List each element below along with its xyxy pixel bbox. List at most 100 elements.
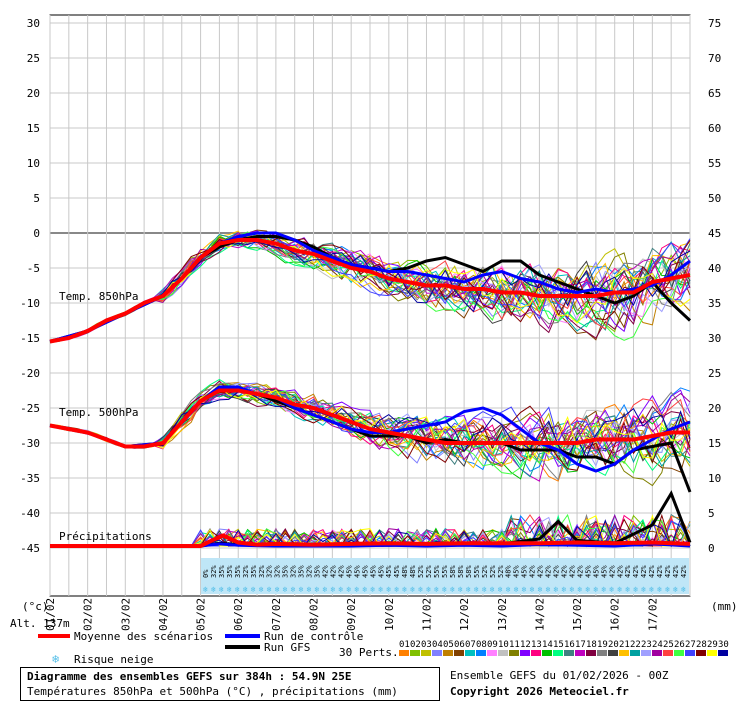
snowflake-icon: ❄ — [418, 585, 423, 594]
member-number: 01 — [399, 640, 410, 650]
snow-risk-percent: 45% — [513, 565, 521, 578]
member-swatch — [663, 650, 673, 656]
snowflake-icon: ❄ — [569, 585, 574, 594]
y-left-tick-label: -10 — [20, 297, 40, 310]
snow-risk-percent: 35% — [298, 565, 306, 578]
snow-risk-percent: 45% — [584, 565, 592, 578]
y-left-tick-label: -15 — [20, 332, 40, 345]
y-right-tick-label: 65 — [708, 87, 721, 100]
member-swatch — [630, 650, 640, 656]
snow-risk-percent: 58% — [465, 565, 473, 578]
snowflake-icon: ❄ — [482, 585, 487, 594]
snow-risk-percent: 42% — [680, 565, 688, 578]
snow-risk-percent: 32% — [290, 565, 298, 578]
x-tick-label: 15/02 — [571, 598, 584, 631]
snowflake-icon: ❄ — [514, 585, 519, 594]
member-swatch — [421, 650, 431, 656]
member-swatch — [586, 650, 596, 656]
snow-risk-percent: 58% — [457, 565, 465, 578]
x-tick-label: 13/02 — [496, 598, 509, 631]
snow-risk-percent: 32% — [242, 565, 250, 578]
snowflake-icon: ❄ — [410, 585, 415, 594]
snowflake-icon: ❄ — [530, 585, 535, 594]
y-right-tick-label: 20 — [708, 402, 721, 415]
snowflake-icon: ❄ — [506, 585, 511, 594]
member-number: 03 — [421, 640, 432, 650]
member-swatch — [509, 650, 519, 656]
y-left-tick-label: -20 — [20, 367, 40, 380]
member-number: 06 — [454, 640, 465, 650]
member-number: 07 — [465, 640, 476, 650]
x-tick-label: 16/02 — [609, 598, 622, 631]
snowflake-icon: ❄ — [259, 585, 264, 594]
snowflake-icon: ❄ — [577, 585, 582, 594]
snowflake-icon: ❄ — [370, 585, 375, 594]
snow-risk-percent: 45% — [393, 565, 401, 578]
y-right-tick-label: 70 — [708, 52, 721, 65]
member-swatch — [476, 650, 486, 656]
x-axis-ticks: 01/02 02/02 03/02 04/02 05/02 06/02 07/02 08/02… — [44, 598, 659, 631]
snowflake-icon: ❄ — [562, 585, 567, 594]
snowflake-icon: ❄ — [673, 585, 678, 594]
member-swatch — [432, 650, 442, 656]
y-right-tick-label: 5 — [708, 507, 715, 520]
snow-risk-percent: 42% — [624, 565, 632, 578]
member-number: 12 — [520, 640, 531, 650]
member-number: 23 — [641, 640, 652, 650]
y-left-tick-label: 30 — [27, 17, 40, 30]
y-right-tick-label: 0 — [708, 542, 715, 555]
snowflake-icon: ❄ — [235, 585, 240, 594]
snow-risk-percent: 48% — [409, 565, 417, 578]
member-number: 14 — [542, 640, 553, 650]
y-right-tick-label: 15 — [708, 437, 721, 450]
snowflake-icon: ❄ — [633, 585, 638, 594]
snow-risk-percent: 48% — [505, 565, 513, 578]
snowflake-icon: ❄ — [243, 585, 248, 594]
legend: Moyenne des scénarios Run de contrôle Ru… — [38, 630, 729, 666]
member-line-t850 — [49, 232, 691, 342]
snowflake-icon: ❄ — [378, 585, 383, 594]
snowflake-icon: ❄ — [554, 585, 559, 594]
snowflake-icon: ❄ — [617, 585, 622, 594]
snow-risk-percent: 52% — [425, 565, 433, 578]
x-tick-label: 02/02 — [82, 598, 95, 631]
altitude-label: Alt. 137m — [10, 617, 70, 630]
snowflake-icon: ❄ — [681, 585, 686, 594]
y-left-tick-label: 20 — [27, 87, 40, 100]
footer-copyright: Copyright 2026 Meteociel.fr — [450, 685, 629, 698]
member-number: 09 — [487, 640, 498, 650]
precip-label: Précipitations — [59, 530, 152, 543]
member-number: 25 — [663, 640, 674, 650]
mean-line-precip — [50, 533, 691, 548]
y-right-tick-label: 35 — [708, 297, 721, 310]
member-swatch — [608, 650, 618, 656]
y-right-tick-label: 40 — [708, 262, 721, 275]
snowflake-icon: ❄ — [386, 585, 391, 594]
member-number: 29 — [707, 640, 718, 650]
member-legend: 01 02 03 04 05 06 07 08 09 10 11 12 13 14 15 16 17 18 19 20… — [399, 640, 729, 656]
snowflake-icon: ❄ — [315, 585, 320, 594]
member-swatch — [542, 650, 552, 656]
snow-risk-percent: 42% — [616, 565, 624, 578]
member-number: 18 — [586, 640, 597, 650]
snowflake-icon: ❄ — [211, 585, 216, 594]
snow-risk-percent: 42% — [545, 565, 553, 578]
snowflake-icon: ❄ — [466, 585, 471, 594]
snowflake-icon: ❄ — [426, 585, 431, 594]
y-left-tick-label: 25 — [27, 52, 40, 65]
member-swatch — [454, 650, 464, 656]
snow-risk-percent: 42% — [648, 565, 656, 578]
snow-risk-percent: 42% — [608, 565, 616, 578]
y-left-unit: (°c) — [22, 600, 49, 613]
footer-title-box: Diagramme des ensembles GEFS sur 384h : … — [20, 667, 440, 701]
snowflake-icon: ❄ — [522, 585, 527, 594]
snowflake-icon: ❄ — [291, 585, 296, 594]
mean-line-t850 — [49, 238, 691, 344]
snowflake-icon: ❄ — [442, 585, 447, 594]
snow-risk-percent: 45% — [345, 565, 353, 578]
snowflake-icon: ❄ — [362, 585, 367, 594]
snowflake-icon: ❄ — [641, 585, 646, 594]
member-number: 04 — [432, 640, 443, 650]
x-tick-label: 03/02 — [119, 598, 132, 631]
member-number: 24 — [652, 640, 663, 650]
